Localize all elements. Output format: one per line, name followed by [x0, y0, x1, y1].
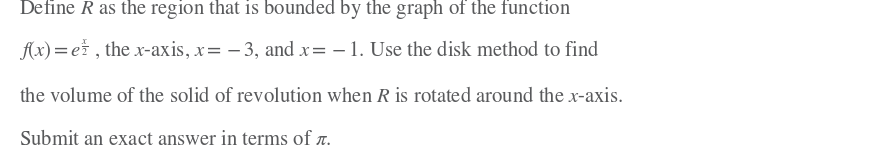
Text: Submit an exact answer in terms of $\pi$.: Submit an exact answer in terms of $\pi$… [19, 129, 331, 149]
Text: Define $\mathit{R}$ as the region that is bounded by the graph of the function: Define $\mathit{R}$ as the region that i… [19, 0, 571, 21]
Text: $f(x) = e^{\frac{x}{2}}$ , the $x$-axis, $x = -3$, and $x = -1$. Use the disk me: $f(x) = e^{\frac{x}{2}}$ , the $x$-axis,… [19, 37, 599, 64]
Text: the volume of the solid of revolution when $\mathit{R}$ is rotated around the $x: the volume of the solid of revolution wh… [19, 86, 623, 107]
